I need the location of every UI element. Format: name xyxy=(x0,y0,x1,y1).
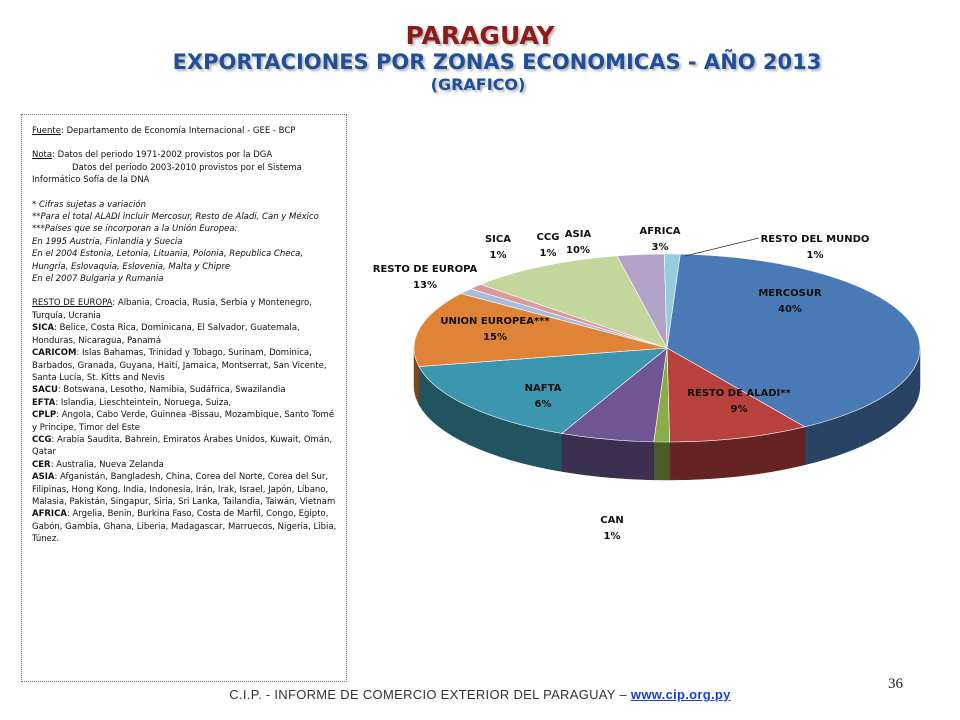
group-resto-europa: RESTO DE EUROPA: Albania, Croacia, Rusia… xyxy=(32,297,340,322)
slice-label-name: RESTO DE EUROPA xyxy=(373,264,478,275)
slice-label-name: NAFTA xyxy=(525,383,562,394)
pie-slice-asia xyxy=(479,255,668,349)
source-text: : Departamento de Economía Internacional… xyxy=(61,126,296,136)
slice-label-value: 3% xyxy=(652,242,669,253)
italic-note-0: * Cifras sujetas a variación xyxy=(32,199,146,210)
slice-label-name: AFRICA xyxy=(639,226,680,237)
pie-slice-resto-de-aladi xyxy=(666,347,806,443)
pie-slice-union-europea xyxy=(418,347,668,434)
group-africa: AFRICA: Argelia, Benin, Burkina Faso, Co… xyxy=(32,508,340,545)
group-text: : Botswana, Lesotho, Namibia, Sudáfrica,… xyxy=(57,385,286,396)
group-name: EFTA xyxy=(32,397,56,408)
slice-label-value: 40% xyxy=(778,304,802,315)
slice-label-value: 9% xyxy=(731,404,748,415)
footer: C.I.P. - INFORME DE COMERCIO EXTERIOR DE… xyxy=(0,687,960,702)
group-sica: SICA: Belice, Costa Rica, Dominicana, El… xyxy=(32,322,340,347)
slice-label-name: MERCOSUR xyxy=(758,288,822,299)
note-nota: Nota: Datos del periodo 1971-2002 provis… xyxy=(32,149,340,161)
group-cplp: CPLP: Angola, Cabo Verde, Guinnea -Bissa… xyxy=(32,409,340,434)
group-name: SACU xyxy=(32,385,58,396)
pie-side-2 xyxy=(653,441,670,481)
pie-slice-resto-de-europa xyxy=(413,293,668,367)
italic-note-3: En 1995 Austria, Finlandia y Suecia xyxy=(32,236,183,247)
pie-slices xyxy=(413,253,921,443)
group-text: : Islandia, Lieschteintein, Noruega, Sui… xyxy=(55,397,232,408)
slice-label-name: CCG xyxy=(537,232,560,243)
slice-label-value: 15% xyxy=(483,332,507,343)
group-text: : Australia, Nueva Zelanda xyxy=(50,459,164,470)
title-block: PARAGUAY EXPORTACIONES POR ZONAS ECONOMI… xyxy=(0,22,960,95)
slice-label-name: RESTO DEL MUNDO xyxy=(761,234,870,245)
group-text: : Albania, Croacia, Rusia, Serbia y Mont… xyxy=(32,298,312,321)
group-name: RESTO DE EUROPA xyxy=(32,298,113,309)
slice-label-name: ASIA xyxy=(565,229,592,240)
group-ccg: CCG: Arabia Saudita, Bahrein, Emiratos Á… xyxy=(32,434,340,459)
group-text: : Afganistán, Bangladesh, China, Corea d… xyxy=(32,472,336,507)
title-sub: (GRAFICO) xyxy=(430,75,526,94)
group-name: CARICOM xyxy=(32,348,77,359)
footer-link[interactable]: www.cip.org.py xyxy=(630,687,731,702)
slice-label-value: 10% xyxy=(566,245,590,256)
slice-label-value: 1% xyxy=(540,248,557,259)
nota-text: : Datos del periodo 1971-2002 provistos … xyxy=(52,150,273,161)
italic-note-2: ***Países que se incorporan a la Unión E… xyxy=(32,224,238,235)
slice-label-value: 13% xyxy=(413,280,437,291)
group-text: : Islas Bahamas, Trinidad y Tobago, Suri… xyxy=(32,348,327,383)
group-name: ASIA xyxy=(32,472,55,483)
title-main: EXPORTACIONES POR ZONAS ECONOMICAS - AÑO… xyxy=(172,50,822,74)
slice-label-name: SICA xyxy=(485,234,511,245)
slice-label-value: 1% xyxy=(490,250,507,261)
group-cer: CER: Australia, Nueva Zelanda xyxy=(32,459,340,471)
group-sacu: SACU: Botswana, Lesotho, Namibia, Sudáfr… xyxy=(32,384,340,396)
italic-note-5: En el 2007 Bulgaria y Rumania xyxy=(32,274,164,285)
nota-text-3: Informático Sofía de la DNA xyxy=(32,175,150,186)
source-label: Fuente xyxy=(32,126,61,136)
group-name: SICA xyxy=(32,323,55,334)
italic-note-4: En el 2004 Estonia, Letonia, Lituania, P… xyxy=(32,249,304,272)
group-asia: ASIA: Afganistán, Bangladesh, China, Cor… xyxy=(32,471,340,508)
group-name: CCG xyxy=(32,434,52,445)
slice-label-name: CAN xyxy=(600,515,623,526)
pie-chart: MERCOSUR 40% RESTO DE ALADI** 9% CAN 1% NAFTA 6… xyxy=(373,226,921,542)
note-source: Fuente: Departamento de Economía Interna… xyxy=(32,125,340,137)
group-caricom: CARICOM: Islas Bahamas, Trinidad y Tobag… xyxy=(32,347,340,384)
group-text: : Argelia, Benin, Burkina Faso, Costa de… xyxy=(32,509,337,545)
pie-sides xyxy=(413,347,921,481)
slice-label-name: RESTO DE ALADI** xyxy=(687,388,791,399)
slice-label-name: UNION EUROPEA*** xyxy=(440,316,550,327)
pie-labels: MERCOSUR 40% RESTO DE ALADI** 9% CAN 1% NAFTA 6… xyxy=(373,226,870,542)
group-efta: EFTA: Islandia, Lieschteintein, Noruega,… xyxy=(32,397,340,409)
slice-label-value: 1% xyxy=(604,531,621,542)
title-country: PARAGUAY xyxy=(405,21,555,50)
footer-text: C.I.P. - INFORME DE COMERCIO EXTERIOR DE… xyxy=(229,687,627,702)
group-text: : Angola, Cabo Verde, Guinnea -Bissau, M… xyxy=(32,410,335,433)
group-text: : Arabia Saudita, Bahrein, Emiratos Árab… xyxy=(32,434,333,458)
slice-label-value: 1% xyxy=(807,250,824,261)
notes-panel: Fuente: Departamento de Economía Interna… xyxy=(21,114,347,682)
nota-label: Nota xyxy=(32,150,53,161)
group-name: AFRICA xyxy=(32,509,67,520)
leader-line xyxy=(684,237,760,257)
group-text: : Belice, Costa Rica, Dominicana, El Sal… xyxy=(32,323,300,346)
group-name: CER xyxy=(32,459,51,470)
group-name: CPLP xyxy=(32,410,57,421)
pie-slice-resto-del-mundo xyxy=(664,253,681,349)
page-number: 36 xyxy=(888,676,903,692)
italic-note-1: **Para el total ALADI incluir Mercosur, … xyxy=(32,212,319,223)
nota-text-2: Datos del periodo 2003-2010 provistos po… xyxy=(72,162,302,173)
pie-slice-mercosur xyxy=(666,253,921,428)
slice-label-value: 6% xyxy=(535,399,552,410)
